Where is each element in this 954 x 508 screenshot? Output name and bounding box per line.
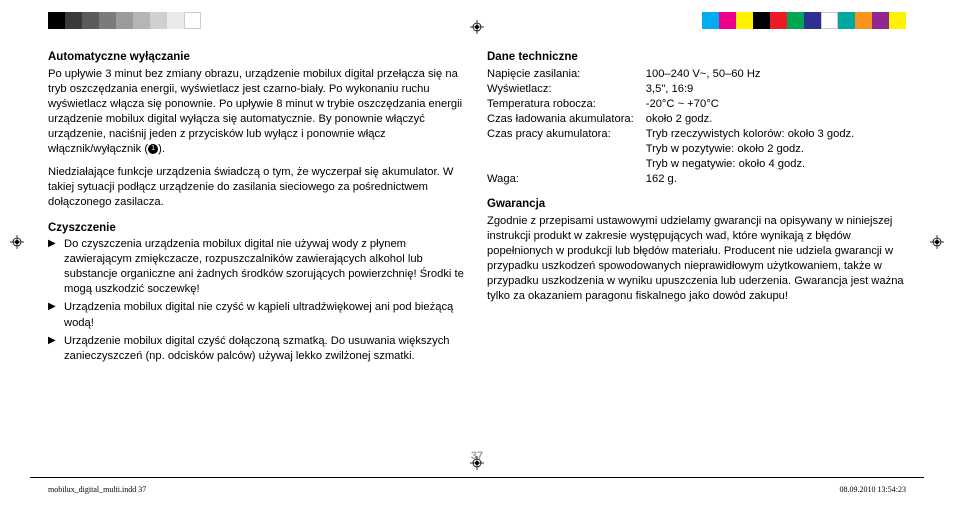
swatch [719,12,736,29]
left-column: Automatyczne wyłączanie Po upływie 3 min… [48,50,467,448]
list-item: Do czyszczenia urządzenia mobilux digita… [48,237,467,297]
spec-label: Czas pracy akumulatora: [487,127,646,142]
swatch [838,12,855,29]
table-row: Czas pracy akumulatora:Tryb rzeczywistyc… [487,127,854,142]
spec-label: Wyświetlacz: [487,82,646,97]
swatch [167,12,184,29]
right-column: Dane techniczne Napięcie zasilania:100–2… [487,50,906,448]
spec-value: 162 g. [646,172,855,187]
list-item: Urządzenia mobilux digital nie czyść w k… [48,300,467,330]
page-content: Automatyczne wyłączanie Po upływie 3 min… [48,50,906,448]
swatch [736,12,753,29]
heading-auto-off: Automatyczne wyłączanie [48,50,467,66]
swatch [872,12,889,29]
spec-label: Temperatura robocza: [487,97,646,112]
swatch [116,12,133,29]
page-number: 37 [471,450,483,462]
swatch [821,12,838,29]
spec-label: Waga: [487,172,646,187]
table-row: Czas ładowania akumulatora:około 2 godz. [487,112,854,127]
spec-label: Napięcie zasilania: [487,67,646,82]
paragraph: Po upływie 3 minut bez zmiany obrazu, ur… [48,67,467,158]
swatch [787,12,804,29]
grayscale-color-bar [48,12,201,29]
heading-cleaning: Czyszczenie [48,221,467,237]
spec-label [487,157,646,172]
swatch [48,12,65,29]
paragraph: Niedziałające funkcje urządzenia świadcz… [48,165,467,210]
registration-mark-left [10,235,24,249]
table-row: Temperatura robocza:-20°C ~ +70°C [487,97,854,112]
swatch [770,12,787,29]
spec-value: 3,5", 16:9 [646,82,855,97]
swatch [99,12,116,29]
spec-value: Tryb w negatywie: około 4 godz. [646,157,855,172]
registration-mark-top [470,20,484,34]
heading-specs: Dane techniczne [487,50,906,66]
paragraph: Zgodnie z przepisami ustawowymi udzielam… [487,214,906,305]
spec-value: 100–240 V~, 50–60 Hz [646,67,855,82]
swatch [184,12,201,29]
text: Po upływie 3 minut bez zmiany obrazu, ur… [48,68,462,156]
swatch [753,12,770,29]
table-row: Tryb w pozytywie: około 2 godz. [487,142,854,157]
swatch [889,12,906,29]
text: ). [158,143,165,155]
table-row: Tryb w negatywie: około 4 godz. [487,157,854,172]
swatch [702,12,719,29]
separator-line [30,477,924,478]
footer-timestamp: 08.09.2010 13:54:23 [840,485,906,494]
swatch [855,12,872,29]
spec-value: Tryb w pozytywie: około 2 godz. [646,142,855,157]
table-row: Wyświetlacz:3,5", 16:9 [487,82,854,97]
spec-label [487,142,646,157]
list-item: Urządzenie mobilux digital czyść dołączo… [48,334,467,364]
footer-filename: mobilux_digital_multi.indd 37 [48,485,146,494]
specs-table: Napięcie zasilania:100–240 V~, 50–60 Hz … [487,67,854,188]
spec-value: Tryb rzeczywistych kolorów: około 3 godz… [646,127,855,142]
cleaning-list: Do czyszczenia urządzenia mobilux digita… [48,237,467,364]
circled-number-icon: 1 [148,144,158,154]
spec-value: -20°C ~ +70°C [646,97,855,112]
swatch [150,12,167,29]
spec-label: Czas ładowania akumulatora: [487,112,646,127]
registration-mark-right [930,235,944,249]
table-row: Napięcie zasilania:100–240 V~, 50–60 Hz [487,67,854,82]
swatch [65,12,82,29]
table-row: Waga:162 g. [487,172,854,187]
swatch [804,12,821,29]
swatch [133,12,150,29]
color-bar [702,12,906,29]
swatch [82,12,99,29]
heading-warranty: Gwarancja [487,197,906,213]
spec-value: około 2 godz. [646,112,855,127]
